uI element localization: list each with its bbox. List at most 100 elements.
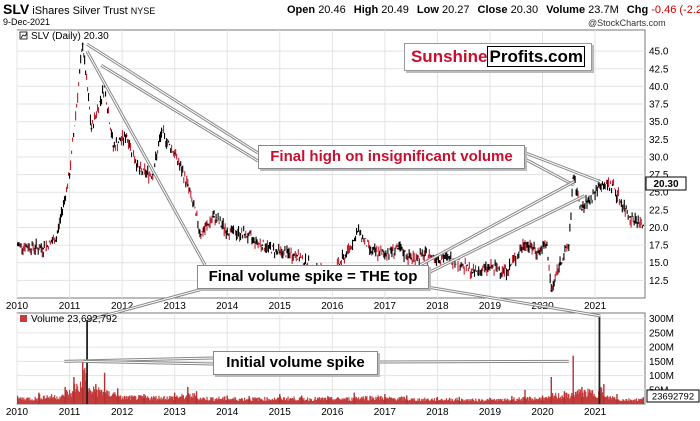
volume-x-tick-label: 2010 xyxy=(6,407,29,418)
price-x-tick-label: 2015 xyxy=(269,301,292,312)
price-point xyxy=(261,244,264,247)
volume-x-tick-label: 2019 xyxy=(479,407,502,418)
price-point xyxy=(546,244,548,247)
volume-x-tick-label: 2012 xyxy=(111,407,134,418)
price-x-tick-label: 2013 xyxy=(164,301,187,312)
price-point xyxy=(611,184,614,187)
brand-logo-box: Sunshine Profits.com xyxy=(404,43,592,71)
callout-line-final-high-2011b xyxy=(100,64,259,162)
price-point xyxy=(200,233,202,236)
price-point xyxy=(344,254,347,257)
price-x-tick-label: 2016 xyxy=(321,301,344,312)
chg-value: -0.46 (-2.22%) xyxy=(651,4,700,16)
price-point xyxy=(397,247,399,250)
price-x-tick-label: 2012 xyxy=(111,301,134,312)
volume-x-tick-label: 2017 xyxy=(374,407,397,418)
price-y-tick-label: 32.5 xyxy=(649,135,669,146)
price-y-tick-label: 30.0 xyxy=(649,152,669,163)
volume-y-tick-label: 300M xyxy=(649,314,674,325)
brand-part2: Profits.com xyxy=(487,46,586,67)
low-value: 20.27 xyxy=(441,4,470,16)
price-point xyxy=(383,252,386,255)
price-point xyxy=(357,230,360,232)
price-x-tick-label: 2014 xyxy=(216,301,239,312)
price-point xyxy=(17,244,18,247)
volume-value: 23.7M xyxy=(588,4,619,16)
price-y-tick-label: 45.0 xyxy=(649,47,669,58)
price-point xyxy=(550,290,553,292)
price-y-tick-label: 35.0 xyxy=(649,117,669,128)
chg-label: Chg xyxy=(626,4,649,16)
volume-y-tick-label: 200M xyxy=(649,343,674,354)
price-y-tick-label: 25.0 xyxy=(649,188,669,199)
price-y-tick-label: 27.5 xyxy=(649,170,669,181)
price-point xyxy=(423,254,426,257)
price-x-tick-label: 2010 xyxy=(6,301,29,312)
price-point xyxy=(173,152,176,155)
brand-part1: Sunshine xyxy=(410,47,488,66)
callout-line-final-high-2011 xyxy=(86,43,259,154)
price-x-tick-label: 2017 xyxy=(374,301,397,312)
volume-legend: Volume 23,692,792 xyxy=(20,314,118,325)
annotation-initial-volume-spike: Initial volume spike xyxy=(213,351,378,375)
exchange-label: NYSE xyxy=(130,6,156,16)
price-point xyxy=(226,230,229,232)
price-point xyxy=(489,266,491,269)
close-value: 20.30 xyxy=(510,4,539,16)
price-x-tick-label: 2021 xyxy=(584,301,607,312)
price-point xyxy=(594,191,596,194)
price-point xyxy=(572,177,575,180)
price-point xyxy=(471,271,474,274)
volume-last-value: 23692792 xyxy=(652,392,694,403)
callout-line-initial-spike-2020 xyxy=(375,360,569,363)
annotation-final-volume-spike: Final volume spike = THE top xyxy=(197,265,429,289)
volume-x-tick-label: 2013 xyxy=(164,407,187,418)
price-point xyxy=(524,242,526,244)
price-x-tick-label: 2018 xyxy=(426,301,449,312)
price-point xyxy=(42,247,45,250)
volume-x-tick-label: 2020 xyxy=(531,407,554,418)
callout-line-final-spike-price-2020 xyxy=(419,181,575,266)
annotation-final-high: Final high on insignificant volume xyxy=(258,145,525,169)
price-point xyxy=(55,237,58,239)
price-point xyxy=(243,233,246,236)
price-point xyxy=(629,215,632,218)
price-y-tick-label: 37.5 xyxy=(649,100,669,111)
volume-x-tick-label: 2016 xyxy=(321,407,344,418)
price-point xyxy=(598,184,601,187)
volume-x-tick-label: 2014 xyxy=(216,407,239,418)
close-label: Close xyxy=(477,4,508,16)
volume-x-tick-label: 2018 xyxy=(426,407,449,418)
price-point xyxy=(90,127,93,130)
price-y-tick-label: 17.5 xyxy=(649,241,669,252)
price-point xyxy=(68,173,71,176)
price-point xyxy=(186,184,189,187)
price-point xyxy=(213,215,215,218)
volume-legend-label: Volume 23,692,792 xyxy=(31,314,118,325)
volume-x-tick-label: 2021 xyxy=(584,407,607,418)
price-y-tick-label: 12.5 xyxy=(649,276,669,287)
price-legend-label: SLV (Daily) 20.30 xyxy=(31,31,109,42)
ohlc-readout: Open 20.46 High 20.49 Low 20.27 Close 20… xyxy=(287,4,700,16)
callout-line-final-spike-price-2011 xyxy=(86,50,206,266)
volume-x-tick-label: 2015 xyxy=(269,407,292,418)
price-last-value: 20.30 xyxy=(653,179,678,190)
price-point xyxy=(370,251,373,254)
volume-y-tick-label: 100M xyxy=(649,371,674,382)
price-point xyxy=(160,131,163,134)
price-point xyxy=(537,251,540,254)
price-point xyxy=(112,145,115,148)
volume-x-tick-label: 2011 xyxy=(59,407,81,418)
price-x-tick-label: 2019 xyxy=(479,301,502,312)
volume-y-tick-label: 150M xyxy=(649,357,674,368)
high-label: High xyxy=(353,4,379,16)
price-point xyxy=(506,269,509,272)
price-y-tick-label: 20.0 xyxy=(649,223,669,234)
price-point xyxy=(559,261,561,264)
price-y-tick-label: 22.5 xyxy=(649,205,669,216)
price-point xyxy=(567,244,570,247)
ticker-symbol: SLV xyxy=(3,1,30,17)
volume-last-tag: 23692792 xyxy=(646,389,700,403)
price-y-tick-label: 40.0 xyxy=(649,82,669,93)
price-legend: SLV (Daily) 20.30 xyxy=(19,31,109,42)
